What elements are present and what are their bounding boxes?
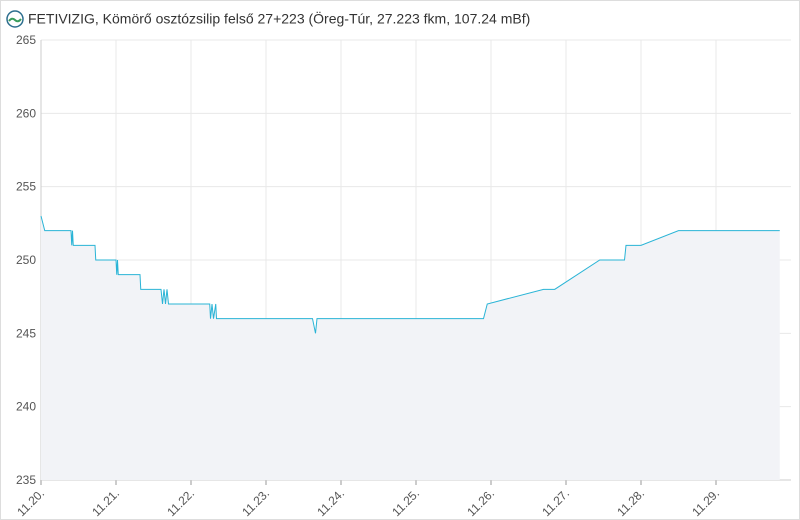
y-tick-label: 255 <box>16 180 36 194</box>
y-tick-label: 250 <box>16 253 36 267</box>
y-tick-label: 245 <box>16 326 36 340</box>
logo <box>6 10 24 28</box>
y-tick-label: 235 <box>16 473 36 487</box>
y-tick-label: 260 <box>16 106 36 120</box>
chart-title: FETIVIZIG, Kömörő osztózsilip felső 27+2… <box>28 10 530 27</box>
y-tick-label: 240 <box>16 400 36 414</box>
line <box>40 215 780 334</box>
y-tick-label: 265 <box>16 33 36 47</box>
area <box>41 216 780 480</box>
